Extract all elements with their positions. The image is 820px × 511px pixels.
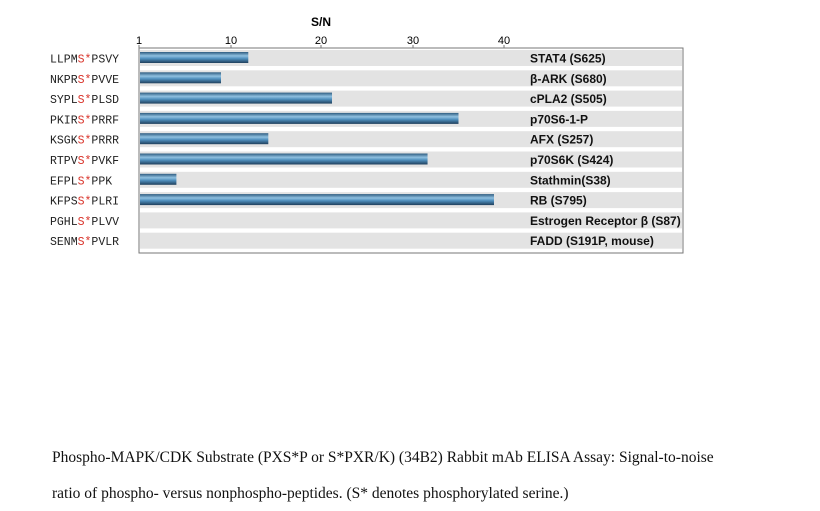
bar: [140, 194, 494, 206]
protein-label: FADD (S191P, mouse): [530, 234, 654, 248]
peptide-label: NKPRS*PVVE: [50, 74, 119, 87]
protein-label: p70S6-1-P: [530, 112, 588, 126]
plot-frame: [138, 47, 684, 254]
bar: [140, 52, 249, 63]
protein-label: Estrogen Receptor β (S87): [530, 214, 681, 228]
peptide-label: PGHLS*PLVV: [50, 216, 119, 229]
row-band: [140, 212, 682, 229]
peptide-label: EFPLS*PPK: [50, 175, 112, 188]
row-band: [140, 50, 682, 66]
peptide-label: RTPVS*PVKF: [50, 155, 119, 168]
protein-label: Stathmin(S38): [530, 173, 611, 187]
peptide-label: PKIRS*PRRF: [50, 114, 119, 127]
peptide-label: KSGKS*PRRR: [50, 135, 119, 148]
bar: [140, 72, 221, 84]
row-band: [140, 131, 682, 148]
protein-label: p70S6K (S424): [530, 153, 613, 167]
bar: [140, 173, 177, 185]
protein-label: STAT4 (S625): [530, 52, 606, 66]
peptide-label: KFPSS*PLRI: [50, 196, 119, 209]
row-band: [140, 232, 682, 249]
bar: [140, 112, 459, 124]
peptide-label: SYPLS*PLSD: [50, 94, 119, 107]
x-axis-title: S/N: [311, 15, 331, 29]
protein-label: cPLA2 (S505): [530, 92, 607, 106]
row-band: [140, 171, 682, 188]
bar: [140, 133, 269, 145]
x-tick-label: 20: [315, 35, 327, 47]
row-band: [140, 70, 682, 87]
protein-label: β-ARK (S680): [530, 72, 607, 86]
x-tick-label: 1: [136, 35, 142, 47]
caption-line-1: Phospho-MAPK/CDK Substrate (PXS*P or S*P…: [52, 449, 714, 466]
peptide-label: SENMS*PVLR: [50, 236, 119, 249]
peptide-label: LLPMS*PSVY: [50, 54, 119, 67]
protein-label: RB (S795): [530, 194, 587, 208]
x-tick-label: 40: [498, 35, 510, 47]
protein-label: AFX (S257): [530, 133, 593, 147]
caption-line-2: ratio of phospho- versus nonphospho-pept…: [52, 485, 569, 502]
bar: [140, 92, 333, 104]
sn-bar-chart: S/N 1 10 20 30 40 STAT4 (S625) LLPMS*PSVY β-AR…: [50, 15, 684, 254]
x-tick-label: 10: [225, 35, 237, 47]
bar: [140, 153, 428, 165]
x-tick-label: 30: [407, 35, 419, 47]
